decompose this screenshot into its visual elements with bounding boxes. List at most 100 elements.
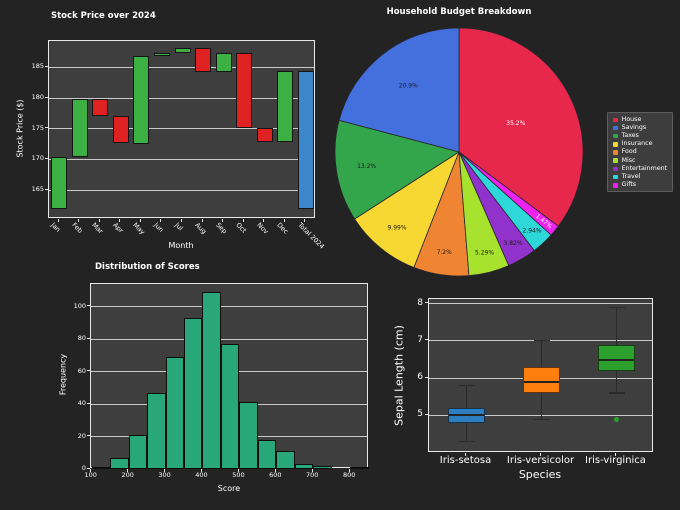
x-tick-label: Jan (49, 221, 63, 234)
tick-mark (44, 127, 48, 129)
legend-row-travel: Travel (613, 173, 667, 180)
outlier-point (614, 416, 619, 422)
legend-row-gifts: Gifts (613, 181, 667, 189)
waterfall-bar-nov (256, 127, 273, 142)
waterfall-bar-feb (71, 98, 88, 157)
box-iris-virginica (598, 344, 635, 371)
tick-mark (311, 469, 313, 472)
tick-mark (222, 219, 224, 222)
legend-row-taxes: Taxes (613, 132, 667, 140)
whisker-line (540, 393, 543, 420)
tick-mark (139, 219, 141, 222)
x-tick-label: 100 (84, 471, 97, 479)
tick-mark (44, 65, 48, 67)
insurance-swatch-icon (613, 142, 618, 147)
tick-mark (86, 305, 90, 307)
tick-mark (86, 467, 90, 469)
x-tick-label: 200 (121, 471, 134, 479)
whisker-line (615, 370, 618, 394)
waterfall-bar-dec (277, 71, 294, 142)
whisker-cap (533, 418, 550, 420)
tick-mark (242, 219, 244, 222)
legend-row-house: House (613, 116, 667, 123)
pie-slice-insurance (354, 150, 460, 269)
histogram-bin (257, 439, 277, 469)
tick-mark (424, 376, 428, 378)
y-tick-label: 100 (73, 301, 86, 310)
gridline (91, 338, 367, 340)
y-tick-label: 60 (77, 366, 86, 375)
legend-label: Taxes (621, 132, 639, 140)
travel-swatch-icon (613, 174, 618, 180)
tick-mark (283, 219, 285, 222)
gridline (49, 66, 314, 68)
tick-mark (98, 219, 100, 222)
waterfall-bar-aug (195, 47, 212, 72)
y-tick-label: 5 (417, 409, 423, 420)
histogram-bin (110, 457, 129, 469)
tick-mark (78, 219, 80, 222)
whisker-cap (458, 384, 475, 387)
tick-mark (86, 402, 90, 404)
gridline (91, 306, 367, 308)
median-line (599, 358, 634, 361)
tick-mark (57, 219, 59, 222)
gridline (49, 158, 314, 160)
whisker-cap (458, 440, 475, 443)
house-swatch-icon (613, 117, 618, 123)
histogram-title: Distribution of Scores (95, 262, 200, 272)
tick-mark (164, 469, 166, 472)
whisker-line (465, 422, 468, 442)
waterfall-bar-oct (236, 52, 253, 128)
tick-mark (348, 469, 350, 472)
x-tick-label: Jun (152, 221, 166, 234)
y-tick-label: 6 (417, 372, 423, 383)
y-tick-label: 20 (77, 431, 86, 440)
x-tick-label: Iris-versicolor (506, 455, 575, 466)
y-tick-label: 170 (31, 154, 44, 163)
histogram-bin (239, 402, 258, 469)
histogram-bin (184, 318, 203, 469)
tick-mark (200, 469, 202, 472)
median-line (524, 380, 559, 383)
pie-slice-taxes (334, 119, 460, 220)
waterfall-bar-apr (112, 115, 129, 144)
boxplot-xlabel: Species (518, 468, 562, 481)
whisker-line (615, 307, 618, 345)
boxplot-ylabel: Sepal Length (cm) (392, 325, 406, 426)
x-tick-label: Iris-virginica (585, 455, 646, 466)
waterfall-bar-jun (153, 52, 170, 57)
gridline (49, 189, 314, 191)
waterfall-xlabel: Month (168, 241, 194, 250)
gridline (49, 97, 314, 99)
x-tick-label: 800 (342, 471, 356, 479)
histogram-bin (350, 467, 369, 470)
waterfall-bar-jan (51, 157, 68, 209)
whisker-cap (533, 340, 550, 342)
median-line (449, 414, 484, 417)
histogram-bin (202, 292, 221, 469)
taxes-swatch-icon (613, 133, 618, 139)
tick-mark (237, 469, 239, 472)
tick-mark (615, 453, 616, 456)
pie-slice-gifts (458, 151, 559, 236)
legend-label: Gifts (621, 181, 637, 189)
x-tick-label: Iris-setosa (439, 455, 492, 466)
x-tick-label: Dec (275, 221, 291, 236)
pie-pct-label: 13.2% (357, 163, 376, 170)
histogram-bin (294, 464, 314, 469)
histogram-bin (313, 465, 332, 469)
tick-mark (424, 302, 428, 304)
legend-row-entertainment: Entertainment (613, 165, 667, 172)
y-tick-label: 8 (417, 297, 423, 308)
x-tick-label: 700 (306, 471, 319, 479)
whisker-line (540, 340, 543, 367)
histogram-plot-area (90, 283, 369, 470)
x-tick-label: Total 2024 (296, 221, 326, 251)
tick-mark (465, 453, 466, 456)
tick-mark (274, 469, 276, 472)
histogram-bin (165, 357, 185, 469)
tick-mark (201, 219, 203, 222)
gifts-swatch-icon (613, 183, 618, 188)
waterfall-bar-sep (215, 52, 232, 72)
